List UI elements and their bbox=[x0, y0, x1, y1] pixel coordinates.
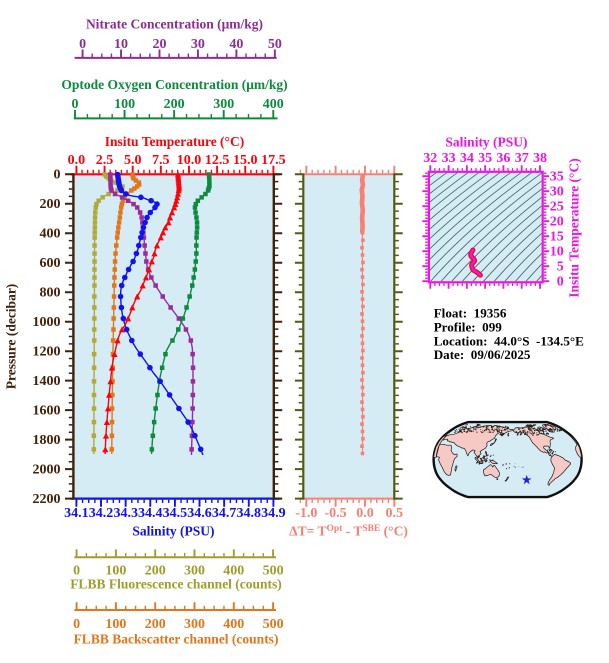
svg-text:35: 35 bbox=[478, 151, 492, 166]
svg-text:500: 500 bbox=[263, 617, 284, 632]
svg-text:25: 25 bbox=[550, 200, 564, 215]
svg-text:30: 30 bbox=[550, 185, 564, 200]
svg-text:0: 0 bbox=[557, 275, 564, 290]
svg-text:Salinity (PSU): Salinity (PSU) bbox=[445, 134, 527, 149]
svg-text:34.6: 34.6 bbox=[187, 506, 212, 521]
svg-text:600: 600 bbox=[40, 256, 61, 271]
svg-text:300: 300 bbox=[184, 617, 205, 632]
svg-text:300: 300 bbox=[213, 97, 234, 112]
svg-text:0: 0 bbox=[54, 168, 61, 183]
svg-text:40: 40 bbox=[229, 37, 243, 52]
svg-text:34: 34 bbox=[460, 151, 474, 166]
svg-text:Nitrate Concentration (μm/kg): Nitrate Concentration (μm/kg) bbox=[86, 16, 263, 31]
svg-text:Optode Oxygen Concentration (μ: Optode Oxygen Concentration (μm/kg) bbox=[61, 77, 287, 92]
svg-text:200: 200 bbox=[164, 97, 185, 112]
svg-text:0.0: 0.0 bbox=[356, 506, 374, 521]
svg-text:400: 400 bbox=[223, 617, 244, 632]
svg-text:34.3: 34.3 bbox=[113, 506, 138, 521]
svg-text:0.0: 0.0 bbox=[68, 153, 86, 168]
svg-text:38: 38 bbox=[533, 151, 547, 166]
svg-text:12.5: 12.5 bbox=[205, 153, 230, 168]
svg-text:200: 200 bbox=[40, 197, 61, 212]
svg-text:0: 0 bbox=[79, 37, 86, 52]
svg-text:0: 0 bbox=[73, 563, 80, 578]
svg-text:Location: 44.0°S -134.5°E: Location: 44.0°S -134.5°E bbox=[434, 333, 584, 348]
svg-text:FLBB Fluorescence channel (cou: FLBB Fluorescence channel (counts) bbox=[70, 577, 282, 592]
svg-text:33: 33 bbox=[442, 151, 456, 166]
svg-text:32: 32 bbox=[423, 151, 437, 166]
svg-text:400: 400 bbox=[40, 227, 61, 242]
svg-text:5: 5 bbox=[557, 260, 564, 275]
svg-text:5.0: 5.0 bbox=[124, 153, 142, 168]
svg-text:34.7: 34.7 bbox=[212, 506, 237, 521]
svg-text:Date: 09/06/2025: Date: 09/06/2025 bbox=[434, 347, 531, 362]
svg-text:500: 500 bbox=[263, 563, 284, 578]
svg-text:100: 100 bbox=[105, 617, 126, 632]
svg-text:36: 36 bbox=[496, 151, 510, 166]
svg-text:34.5: 34.5 bbox=[163, 506, 188, 521]
svg-text:37: 37 bbox=[515, 151, 529, 166]
svg-text:15.0: 15.0 bbox=[233, 153, 258, 168]
svg-text:200: 200 bbox=[145, 563, 166, 578]
svg-text:34.2: 34.2 bbox=[89, 506, 114, 521]
svg-text:20: 20 bbox=[153, 37, 167, 52]
svg-text:2.5: 2.5 bbox=[96, 153, 114, 168]
svg-text:-0.5: -0.5 bbox=[325, 506, 347, 521]
svg-text:10: 10 bbox=[114, 37, 128, 52]
svg-text:15: 15 bbox=[550, 230, 564, 245]
svg-text:17.5: 17.5 bbox=[261, 153, 286, 168]
svg-text:2200: 2200 bbox=[33, 492, 61, 507]
svg-text:-1.0: -1.0 bbox=[295, 506, 317, 521]
svg-text:0.5: 0.5 bbox=[386, 506, 404, 521]
svg-text:0: 0 bbox=[73, 617, 80, 632]
svg-text:800: 800 bbox=[40, 285, 61, 300]
svg-text:7.5: 7.5 bbox=[152, 153, 170, 168]
svg-text:200: 200 bbox=[145, 617, 166, 632]
svg-text:Salinity (PSU): Salinity (PSU) bbox=[132, 524, 214, 539]
svg-text:34.1: 34.1 bbox=[64, 506, 89, 521]
svg-text:0: 0 bbox=[72, 97, 79, 112]
svg-text:20: 20 bbox=[550, 215, 564, 230]
svg-text:FLBB Backscatter channel (coun: FLBB Backscatter channel (counts) bbox=[74, 631, 279, 646]
svg-text:1600: 1600 bbox=[33, 403, 61, 418]
svg-text:Profile: 099: Profile: 099 bbox=[434, 319, 503, 334]
svg-text:Insitu Temperature (°C): Insitu Temperature (°C) bbox=[567, 158, 582, 297]
svg-text:1800: 1800 bbox=[33, 433, 61, 448]
svg-text:400: 400 bbox=[223, 563, 244, 578]
svg-text:ΔT= TOpt - TSBE (°C): ΔT= TOpt - TSBE (°C) bbox=[289, 524, 408, 539]
svg-text:50: 50 bbox=[268, 37, 282, 52]
svg-text:10: 10 bbox=[550, 245, 564, 260]
svg-text:100: 100 bbox=[105, 563, 126, 578]
svg-text:400: 400 bbox=[263, 97, 284, 112]
svg-text:10.0: 10.0 bbox=[177, 153, 202, 168]
svg-text:1400: 1400 bbox=[33, 374, 61, 389]
svg-text:34.9: 34.9 bbox=[261, 506, 286, 521]
svg-text:100: 100 bbox=[114, 97, 135, 112]
svg-text:34.8: 34.8 bbox=[237, 506, 262, 521]
svg-text:34.4: 34.4 bbox=[138, 506, 163, 521]
svg-text:Insitu Temperature (°C): Insitu Temperature (°C) bbox=[105, 134, 244, 149]
svg-text:Pressure (decibar): Pressure (decibar) bbox=[4, 284, 19, 390]
svg-text:1000: 1000 bbox=[33, 315, 61, 330]
svg-text:30: 30 bbox=[191, 37, 205, 52]
svg-text:Float: 19356: Float: 19356 bbox=[434, 305, 507, 320]
svg-text:35: 35 bbox=[550, 170, 564, 185]
svg-text:300: 300 bbox=[184, 563, 205, 578]
svg-text:2000: 2000 bbox=[33, 462, 61, 477]
svg-text:1200: 1200 bbox=[33, 344, 61, 359]
